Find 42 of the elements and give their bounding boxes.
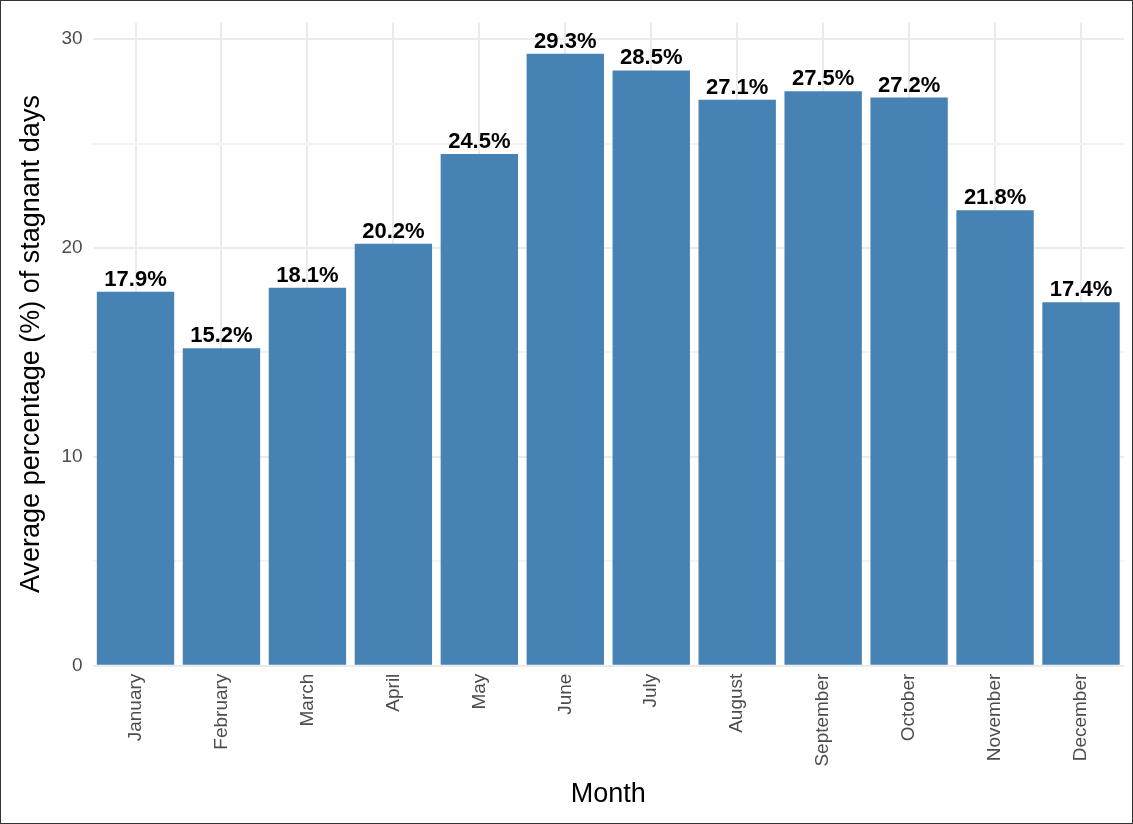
bar xyxy=(526,53,604,665)
bar xyxy=(1042,302,1120,665)
x-tick-label: November xyxy=(983,673,1005,762)
x-tick-label: July xyxy=(639,673,661,708)
y-axis-title: Average percentage (%) of stagnant days xyxy=(14,95,45,593)
data-label: 27.5% xyxy=(791,65,855,91)
x-axis-title: Month xyxy=(570,778,646,809)
x-tick-label: May xyxy=(467,673,489,710)
data-label: 29.3% xyxy=(534,27,597,53)
y-tick-label: 10 xyxy=(61,445,83,467)
data-label: 18.1% xyxy=(276,261,339,287)
x-tick-label: March xyxy=(295,673,317,727)
data-label: 27.1% xyxy=(706,73,769,99)
data-label: 20.2% xyxy=(362,217,425,243)
x-tick-label: February xyxy=(209,673,231,750)
x-tick-label: January xyxy=(123,673,145,742)
x-tick-label: April xyxy=(381,673,403,712)
y-tick-label: 0 xyxy=(71,653,83,675)
bar xyxy=(96,291,175,665)
x-tick-label: August xyxy=(725,672,747,733)
bar xyxy=(268,287,347,665)
bar xyxy=(354,243,433,665)
x-tick-label: September xyxy=(811,673,833,767)
data-label: 21.8% xyxy=(963,184,1027,210)
x-tick-label: October xyxy=(897,672,919,742)
data-label: 17.9% xyxy=(104,265,167,291)
bar xyxy=(698,99,776,665)
bar xyxy=(870,97,948,665)
y-tick-label: 30 xyxy=(61,27,83,49)
bar xyxy=(612,70,690,665)
data-label: 15.2% xyxy=(190,322,253,348)
data-label: 24.5% xyxy=(448,128,511,154)
bar xyxy=(440,153,519,665)
bar xyxy=(784,91,862,665)
data-label: 17.4% xyxy=(1049,276,1113,302)
x-tick-label: December xyxy=(1069,673,1091,762)
y-tick-label: 20 xyxy=(61,236,83,258)
bar xyxy=(956,210,1034,665)
x-tick-label: June xyxy=(553,673,575,715)
data-label: 27.2% xyxy=(877,71,941,97)
bar xyxy=(182,348,261,665)
data-label: 28.5% xyxy=(620,44,683,70)
